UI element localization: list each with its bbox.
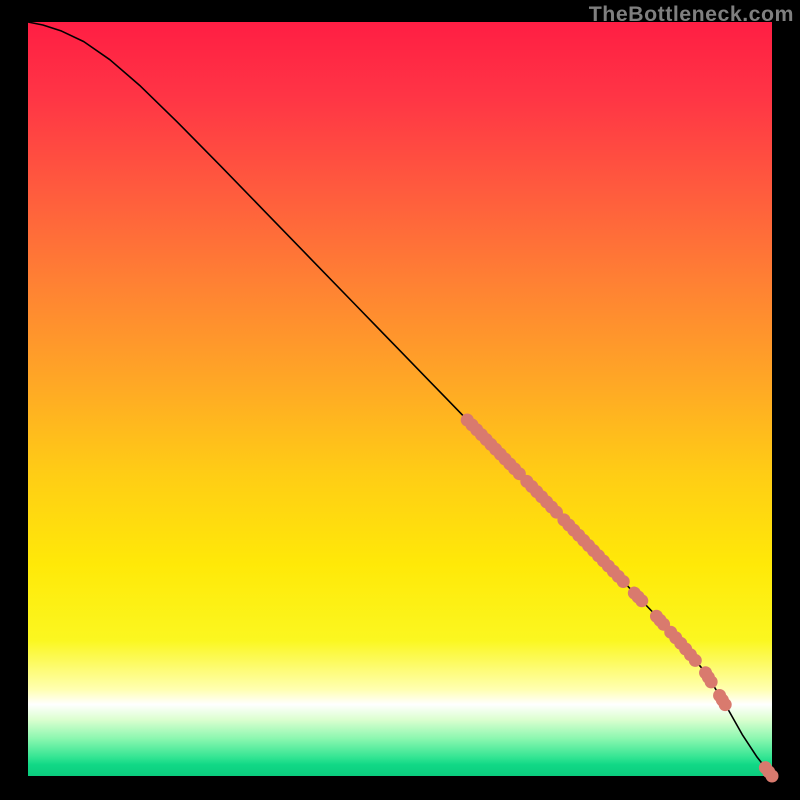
marker-dot <box>617 575 630 588</box>
marker-dot <box>689 654 702 667</box>
marker-dot <box>705 675 718 688</box>
curve-overlay <box>28 22 772 776</box>
chart-container: TheBottleneck.com <box>0 0 800 800</box>
data-markers <box>461 414 779 783</box>
plot-area <box>28 22 772 776</box>
watermark-text: TheBottleneck.com <box>589 2 794 27</box>
marker-dot <box>719 698 732 711</box>
bottleneck-curve <box>28 22 772 776</box>
marker-dot <box>635 594 648 607</box>
marker-dot <box>766 770 779 783</box>
